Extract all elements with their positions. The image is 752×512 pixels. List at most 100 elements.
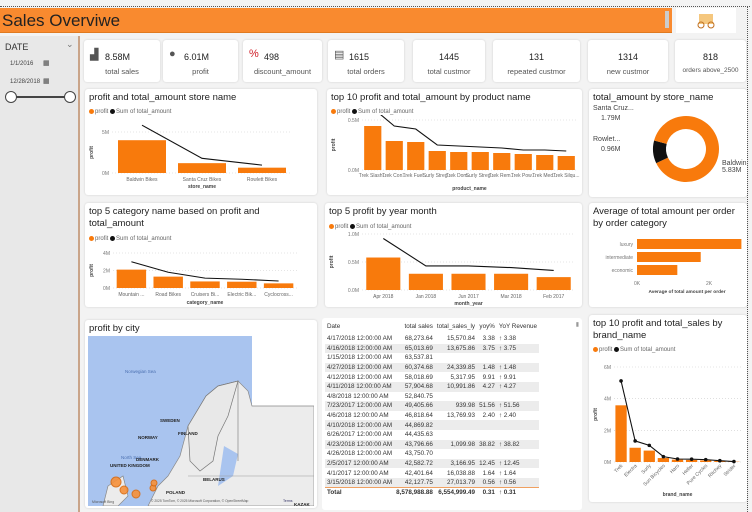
arrow-up-icon: ↑ (498, 440, 502, 448)
table-cell: 65,013.69 (394, 343, 435, 354)
bar-profit (450, 152, 468, 170)
bar-profit (643, 450, 655, 462)
city-bubble (131, 489, 141, 499)
table-cell: 43,750.70 (404, 450, 433, 458)
yoy-revenue-cell (497, 353, 539, 363)
kpi-card: 1314 new custmor (588, 40, 668, 82)
kpi-value: 498 (264, 52, 280, 62)
bar-profit (671, 459, 684, 462)
bar-profit (227, 281, 257, 288)
slider-handle-end[interactable] (64, 91, 76, 103)
cell-value: 12.45 (503, 460, 520, 468)
table-cell: 4/16/2018 12:00:00 AM (325, 343, 395, 354)
table-cell: 10,991.86 (434, 381, 478, 392)
chart-title: total_amount by store_name (593, 92, 714, 103)
bar-profit (408, 273, 443, 290)
cell-value: 0.56 (503, 478, 516, 486)
y-tick-label: 0.0M (348, 168, 359, 174)
table-cell (434, 420, 478, 430)
end-date-input[interactable]: 12/28/2018 (10, 79, 41, 85)
table-cell: 13,675.86 (434, 343, 478, 354)
donut-slice (654, 116, 686, 144)
discount-icon: % (249, 48, 259, 60)
x-tick-label: Trek Slash... (359, 173, 387, 179)
y-tick-label: 4M (604, 397, 611, 403)
table-cell: 2.40 (482, 412, 495, 420)
y-tick-label: economic (612, 268, 634, 274)
table-cell: 2/5/2017 12:00:00 AM (325, 458, 395, 469)
y-axis-title: profit (89, 264, 95, 277)
table-row: 4/6/2018 12:00:00 AM 46,818.64 13,769.93 2.… (325, 411, 539, 421)
column-header[interactable]: yoy% (479, 323, 495, 330)
x-tick-label: Ritchey (707, 463, 723, 479)
line-total-amount (141, 124, 263, 166)
column-header[interactable]: total_sales_ly (436, 323, 476, 330)
arrow-up-icon: ↑ (498, 469, 502, 477)
europe-map[interactable]: Norwegian Sea SWEDEN FINLAND NORWAY North Se… (88, 336, 314, 506)
table-cell: 4/10/2018 12:00:00 AM (325, 420, 395, 430)
donut-chart-card: total_amount by store_name Baldwin...5.83… (589, 89, 747, 197)
x-tick-label: Feb 2017 (543, 294, 564, 300)
y-tick-label: 2M (604, 428, 611, 434)
legend-label: Sum of total_amount (356, 224, 412, 230)
table-row: 4/27/2018 12:00:00 AM 60,374.68 24,339.85 1… (325, 362, 539, 373)
chevron-down-icon[interactable]: ⌄ (66, 39, 74, 49)
table-cell: 4/23/2018 12:00:00 AM (325, 439, 395, 450)
table-cell: 38.82 (477, 439, 497, 450)
map-label: SWEDEN (160, 418, 180, 423)
table-cell: 60,374.68 (394, 362, 435, 373)
bar-profit (238, 167, 286, 173)
column-header[interactable]: YoY Revenue (498, 323, 537, 330)
x-tick-label: Mountain ... (118, 292, 144, 298)
table-row: 4/1/2017 12:00:00 AM 42,401.64 16,038.88 1.… (325, 468, 539, 478)
bar-profit (471, 152, 489, 170)
legend-swatch-line (110, 109, 116, 114)
y-tick-label: 0M (102, 171, 109, 177)
table-scroll-icon[interactable]: ▮ (575, 322, 579, 328)
calendar-icon[interactable]: ▦ (43, 78, 50, 85)
legend-label: profit (337, 109, 351, 115)
y-tick-label: 0.5M (348, 260, 359, 266)
yoy-revenue-cell: ↑ 9.91 (497, 372, 539, 382)
column-header[interactable]: Date (327, 323, 341, 330)
kpi-value: 1314 (617, 52, 639, 62)
table-row: 4/8/2018 12:00:00 AM 52,840.75 (325, 392, 539, 402)
x-tick-label: Apr 2018 (373, 294, 394, 300)
start-date-input[interactable]: 1/1/2016 (10, 61, 34, 67)
table-cell: 68,273.64 (404, 335, 433, 343)
table-row: 4/10/2018 12:00:00 AM 44,869.82 (325, 420, 539, 430)
line-total-amount (131, 261, 279, 282)
table-cell: 44,869.82 (394, 420, 435, 430)
slice-value: 5.83M (722, 167, 742, 174)
kpi-card: 131 repeated custmor (493, 40, 580, 82)
table-row: 6/26/2017 12:00:00 AM 44,435.63 (325, 430, 539, 440)
map-card: profit by city Norwegian Sea SWEDEN FINLAN… (85, 320, 317, 508)
calendar-icon[interactable]: ▦ (43, 60, 50, 67)
hbar (637, 239, 742, 249)
y-tick-label: 6M (604, 365, 611, 371)
slider-handle-start[interactable] (5, 91, 17, 103)
bar-profit (153, 276, 183, 288)
title-bar: Sales Overviwe (0, 8, 672, 33)
x-tick-label: 2K (706, 281, 713, 287)
y-axis-title: profit (329, 255, 335, 268)
cell-value: 9.91 (503, 373, 516, 381)
y-tick-label: 0M (604, 460, 611, 466)
y-tick-label: 0M (103, 286, 110, 292)
slice-label: Baldwin... (722, 160, 747, 167)
cell-value: 4.27 (503, 383, 516, 391)
yoy-revenue-cell: ↑ 1.64 (497, 468, 539, 478)
x-tick-label: Trek Rem... (489, 173, 515, 179)
yoy-revenue-cell (497, 430, 539, 440)
x-tick-label: Road Bikes (155, 292, 181, 298)
bar-profit (118, 140, 166, 173)
chart-legend: profit Sum of total_amount (89, 236, 171, 242)
map-label: BELARUS (203, 477, 225, 482)
chart-title: top 5 category name based on profit and … (89, 206, 260, 229)
bar-profit (366, 257, 401, 290)
scrollbar[interactable] (665, 11, 669, 28)
table-row: 4/12/2018 12:00:00 AM 58,018.69 5,317.95 9.… (325, 372, 539, 382)
donut-slice (653, 140, 668, 164)
column-header[interactable]: total sales (404, 323, 433, 330)
yoy-revenue-cell: ↑ 3.75 (496, 343, 539, 354)
